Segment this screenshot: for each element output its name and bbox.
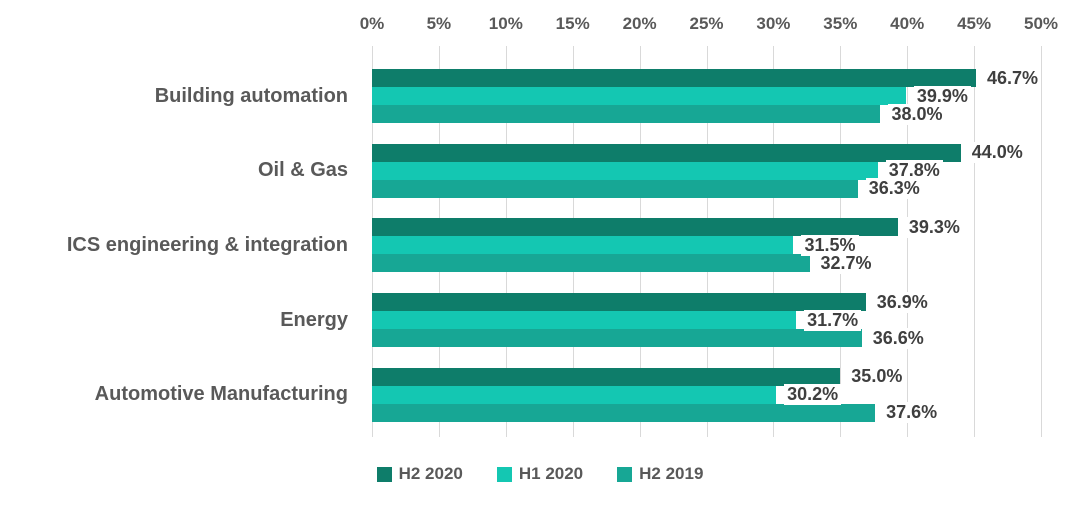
value-label: 30.2% [784,384,842,406]
legend: H2 2020 H1 2020 H2 2019 [0,464,1080,484]
bar-line: 44.0% [372,142,1041,164]
bar-line: 30.2% [372,384,1041,406]
category-label: Automotive Manufacturing [94,383,348,406]
x-axis-tick-label: 0% [359,14,385,33]
bar [372,293,866,312]
bar-line: 37.8% [372,160,1041,182]
bar-line: 39.9% [372,85,1041,107]
value-label: 36.6% [869,327,927,349]
legend-label: H1 2020 [518,464,584,483]
value-label: 36.9% [873,291,931,313]
bar-line: 32.7% [372,252,1041,274]
bar [372,218,898,237]
value-label: 35.0% [848,366,906,388]
value-label: 36.3% [865,178,923,200]
x-axis-tick-label: 45% [957,14,992,33]
value-label: 37.6% [883,402,941,424]
x-axis-tick-label: 35% [823,14,858,33]
bar-line: 46.7% [372,67,1041,89]
bar-group: 35.0% 30.2% 37.6% [372,357,1041,432]
bar [372,105,881,124]
bar-group: 39.3% 31.5% 32.7% [372,208,1041,283]
value-label: 37.8% [885,160,943,182]
bar-line: 38.0% [372,103,1041,125]
category-labels: Building automation Oil & Gas ICS engineer… [0,59,348,432]
x-axis-tick-label: 5% [426,14,452,33]
bar [372,236,794,255]
bar-group: 46.7% 39.9% 38.0% [372,59,1041,134]
category-label: Energy [280,308,348,331]
bar [372,87,906,106]
gridline [974,46,976,437]
value-label: 31.7% [804,309,862,331]
value-label: 31.5% [801,234,859,256]
value-label: 46.7% [983,67,1041,89]
bar [372,161,878,180]
x-axis-tick-label: 40% [890,14,925,33]
gridline [907,46,909,437]
bar [372,179,858,198]
bar-group: 36.9% 31.7% 36.6% [372,283,1041,358]
bar-line: 37.6% [372,402,1041,424]
legend-label: H2 2020 [398,464,463,483]
bars-container: 46.7% 39.9% 38.0% 44.0% 37.8% 36.3% 39.3% 31.5%… [372,59,1041,432]
bar-line: 35.0% [372,366,1041,388]
legend-item: H2 2019 [617,464,703,484]
bar-line: 36.9% [372,291,1041,313]
bar-line: 31.5% [372,234,1041,256]
bar [372,403,876,422]
legend-swatch-icon [496,466,512,482]
bar-line: 31.7% [372,309,1041,331]
bar [372,143,961,162]
plot-area: 46.7% 39.9% 38.0% 44.0% 37.8% 36.3% 39.3% 31.5%… [372,46,1042,437]
legend-swatch-icon [617,466,633,482]
x-axis-tick-label: 15% [555,14,590,33]
category-label: Building automation [154,84,348,107]
bar [372,367,841,386]
x-axis-tick-label: 50% [1023,14,1059,33]
bar-line: 36.6% [372,327,1041,349]
value-label: 39.9% [913,85,971,107]
value-label: 32.7% [817,252,875,274]
bar [372,69,976,88]
legend-item: H2 2020 [376,464,463,484]
x-axis-tick-label: 20% [622,14,657,33]
bar-line: 36.3% [372,178,1041,200]
value-label: 44.0% [968,142,1026,164]
x-axis-ticks: 0% 5% 10% 15% 20% 25% 30% 35% 40% 45% 50% [360,14,1058,38]
gridline [1041,46,1042,437]
x-axis-tick-label: 10% [488,14,523,33]
legend-item: H1 2020 [496,464,584,484]
x-axis-tick-label: 25% [689,14,724,33]
bar [372,385,777,404]
legend-label: H2 2019 [639,464,704,483]
bar-line: 39.3% [372,216,1041,238]
value-label: 38.0% [888,103,946,125]
category-label: Oil & Gas [257,159,348,182]
bar [372,254,810,273]
x-axis-tick-label: 30% [756,14,791,33]
bar-group: 44.0% 37.8% 36.3% [372,134,1041,209]
category-label: ICS engineering & integration [66,233,348,256]
value-label: 39.3% [905,216,963,238]
legend-swatch-icon [376,466,392,482]
bar [372,329,862,348]
bar [372,311,797,330]
